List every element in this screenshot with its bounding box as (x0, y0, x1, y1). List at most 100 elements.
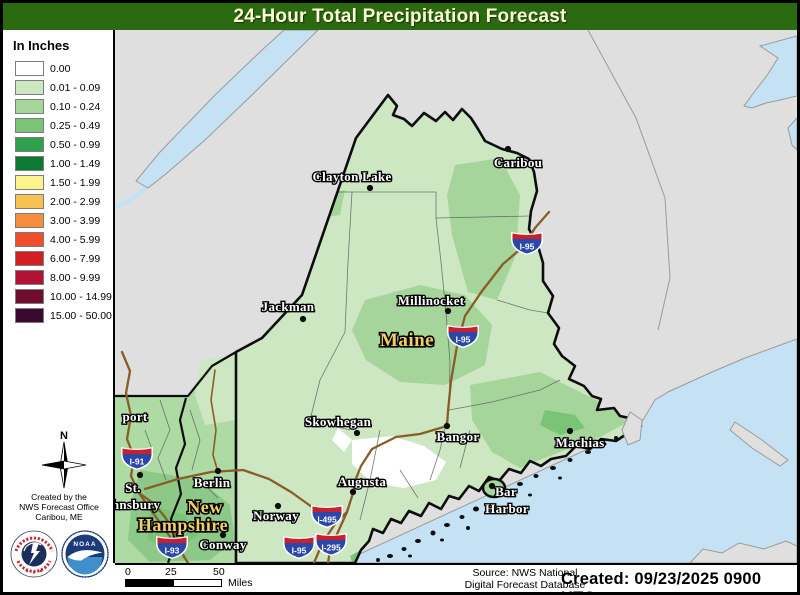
svg-text:I-95: I-95 (456, 335, 471, 345)
page-title: 24-Hour Total Precipitation Forecast (233, 5, 567, 27)
interstate-shield-i495: I-495 (311, 505, 343, 528)
bay-northeast (743, 35, 797, 109)
scale-bar: 0 25 50 Miles (125, 566, 295, 592)
scale-tick-0: 0 (125, 566, 131, 578)
label-maine: Maine (380, 330, 434, 351)
label-caribou: Caribou (494, 155, 542, 170)
title-bar: 24-Hour Total Precipitation Forecast (3, 3, 797, 30)
label-st-johnsbury-line1: St. (125, 480, 141, 495)
nh-patch-light (195, 355, 236, 425)
grand-manan-island (729, 421, 789, 467)
legend-row: 10.00 - 14.99 (15, 287, 115, 306)
scale-unit: Miles (228, 577, 253, 589)
legend-rows: 0.00 0.01 - 0.09 0.10 - 0.24 0.25 - 0.49… (15, 59, 115, 325)
label-jackman: Jackman (262, 299, 315, 314)
label-norway: Norway (253, 508, 299, 523)
interstate-shield-i93: I-93 (156, 536, 188, 559)
legend-swatch (15, 213, 44, 228)
legend-row: 0.50 - 0.99 (15, 135, 115, 154)
label-machias: Machias (555, 435, 604, 450)
legend-swatch (15, 156, 44, 171)
compass-rose-icon: N (41, 430, 87, 489)
legend-row: 4.00 - 5.99 (15, 230, 115, 249)
scale-tick-50: 50 (213, 566, 225, 578)
legend-swatch (15, 99, 44, 114)
interstate-shield-i95-south: I-95 (283, 536, 315, 559)
legend-row: 1.50 - 1.99 (15, 173, 115, 192)
interstate-shield-i295: I-295 (315, 533, 347, 556)
legend-row: 15.00 - 50.00 (15, 306, 115, 325)
legend-row: 8.00 - 9.99 (15, 268, 115, 287)
label-st-johnsbury-line2: hnsbury (115, 497, 160, 512)
legend-swatch (15, 61, 44, 76)
svg-text:NOAA: NOAA (73, 541, 96, 548)
legend-row: 0.25 - 0.49 (15, 116, 115, 135)
bay-sliver (787, 117, 797, 151)
city-labels: Clayton Lake Caribou Jackman Millinocket… (115, 154, 606, 554)
map-area: I-95 I-95 I-91 I-93 (115, 30, 797, 563)
panel-divider (113, 30, 115, 563)
nws-logo (10, 530, 57, 578)
created-timestamp: Created: 09/23/2025 0900 UTC (561, 570, 762, 595)
offshore-island (621, 411, 643, 446)
noaa-logo: NOAA (60, 530, 109, 578)
legend-swatch (15, 232, 44, 247)
legend-swatch (15, 80, 44, 95)
label-bar-harbor-line1: Bar (495, 484, 517, 499)
label-skowhegan: Skowhegan (305, 414, 372, 429)
credit-text: Created by the NWS Forecast Office Carib… (19, 492, 99, 522)
city-dots (136, 145, 574, 539)
coastal-islands (376, 436, 618, 562)
label-new-hampshire-line1: New (187, 497, 223, 517)
st-lawrence-river (135, 30, 319, 189)
label-newport-partial: port (122, 409, 147, 424)
label-new-hampshire-line2: Hampshire (138, 515, 228, 535)
svg-text:N: N (60, 430, 68, 442)
nova-scotia-land (689, 540, 797, 563)
label-berlin: Berlin (194, 475, 231, 490)
svg-text:I-95: I-95 (292, 546, 307, 556)
label-bar-harbor-line2: Harbor (485, 501, 529, 516)
scale-bar-graphic (125, 579, 222, 587)
legend-row: 1.00 - 1.49 (15, 154, 115, 173)
label-clayton-lake: Clayton Lake (312, 169, 391, 184)
label-augusta: Augusta (338, 474, 387, 489)
label-conway: Conway (199, 537, 247, 552)
ocean (339, 338, 797, 563)
precipitation-map: I-95 I-95 I-91 I-93 (115, 30, 797, 563)
legend-title: In Inches (13, 38, 70, 53)
interstate-shield-i95-central: I-95 (447, 325, 479, 348)
legend-row: 0.10 - 0.24 (15, 97, 115, 116)
county-lines-nh (144, 399, 219, 499)
label-millinocket: Millinocket (398, 293, 465, 308)
legend-swatch (15, 194, 44, 209)
svg-text:I-495: I-495 (317, 515, 337, 525)
svg-text:I-295: I-295 (321, 543, 341, 553)
legend-swatch (15, 175, 44, 190)
state-labels: Maine New Hampshire (136, 328, 435, 536)
interstate-shield-i91: I-91 (121, 447, 153, 470)
source-attribution: Source: NWS National Digital Forecast Da… (464, 567, 586, 591)
svg-text:I-95: I-95 (520, 242, 535, 252)
legend-swatch (15, 251, 44, 266)
legend-row: 2.00 - 2.99 (15, 192, 115, 211)
footer-bar: 0 25 50 Miles Source: NWS National Digit… (115, 563, 797, 595)
legend-swatch (15, 118, 44, 133)
label-bangor: Bangor (437, 429, 480, 444)
scale-tick-25: 25 (165, 566, 177, 578)
legend-row: 0.01 - 0.09 (15, 78, 115, 97)
legend-swatch (15, 308, 44, 323)
legend-row: 6.00 - 7.99 (15, 249, 115, 268)
svg-text:I-91: I-91 (130, 457, 145, 467)
legend-swatch (15, 270, 44, 285)
legend-row: 0.00 (15, 59, 115, 78)
legend-swatch (15, 289, 44, 304)
interstate-shield-i95-north: I-95 (511, 232, 543, 255)
legend-swatch (15, 137, 44, 152)
svg-text:I-93: I-93 (165, 546, 180, 556)
river-tail (115, 186, 148, 211)
legend-row: 3.00 - 3.99 (15, 211, 115, 230)
legend-panel: In Inches 0.00 0.01 - 0.09 0.10 - 0.24 0… (3, 30, 115, 592)
province-border (587, 30, 671, 331)
